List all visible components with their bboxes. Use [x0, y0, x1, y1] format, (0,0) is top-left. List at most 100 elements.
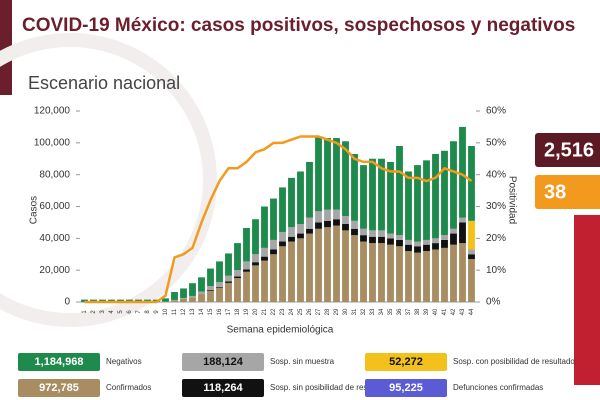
x-tick-label: 8 [145, 310, 151, 314]
bar-segment [207, 286, 214, 291]
legend-total: 52,272 [389, 356, 423, 368]
bar-segment [441, 150, 448, 236]
bar-segment [333, 219, 340, 226]
bar-segment [369, 243, 376, 302]
legend-total: 972,785 [39, 382, 79, 394]
bar-segment [270, 239, 277, 250]
side-panel [535, 133, 600, 167]
accent-strip [0, 0, 12, 95]
x-tick-label: 37 [406, 308, 412, 315]
bar-segment [387, 244, 394, 302]
bar-segment [468, 146, 475, 221]
bar-segment [450, 233, 457, 245]
bar-segment [243, 269, 250, 272]
x-tick-label: 34 [379, 308, 385, 315]
bar-segment [396, 235, 403, 240]
bar-segment [378, 230, 385, 237]
y2-tick-label: 20% [486, 233, 506, 244]
bar-segment [414, 165, 421, 242]
bar-segment [450, 244, 457, 302]
x-tick-label: 1 [82, 310, 88, 314]
y-tick-label: 20,000 [39, 265, 70, 276]
legend-swatch [182, 379, 264, 397]
bar-segment [234, 270, 241, 277]
bar-segment [216, 282, 223, 287]
bar-segment [207, 290, 214, 291]
bar-segment [441, 235, 448, 240]
x-tick-label: 23 [280, 308, 286, 315]
bar-segment [432, 249, 439, 302]
x-tick-label: 19 [244, 308, 250, 315]
bar-segment [414, 246, 421, 253]
legend-swatch [182, 353, 264, 371]
x-tick-label: 18 [235, 308, 241, 315]
x-tick-label: 43 [460, 308, 466, 315]
bar-segment [324, 227, 331, 302]
side-bar [574, 215, 600, 385]
y2-tick-label: 40% [486, 169, 506, 180]
bar-segment [279, 241, 286, 247]
x-tick-label: 7 [136, 310, 142, 314]
bar-segment [396, 239, 403, 247]
x-tick-label: 42 [451, 308, 457, 315]
bar-segment [270, 254, 277, 302]
bar-segment [423, 244, 430, 252]
bar-segment [297, 171, 304, 225]
side-panel-value: 2,516 [544, 139, 594, 161]
legend-swatch [18, 379, 100, 397]
chart-title: COVID-19 México: casos positivos, sospec… [22, 15, 575, 36]
bar-segment [252, 262, 259, 266]
bar-segment [270, 198, 277, 240]
legend-total: 188,124 [203, 356, 244, 368]
bar-segment [306, 228, 313, 234]
x-tick-label: 38 [415, 308, 421, 315]
x-tick-label: 30 [343, 308, 349, 315]
bar-segment [198, 291, 205, 295]
bar-segment [270, 249, 277, 255]
x-tick-label: 21 [262, 308, 268, 315]
bar-segment [234, 278, 241, 302]
bar-segment [360, 228, 367, 236]
bar-segment [441, 239, 448, 248]
bar-segment [297, 224, 304, 234]
bar-segment [225, 253, 232, 276]
bar-segment [360, 241, 367, 302]
bar-segment [198, 277, 205, 292]
bar-segment [234, 243, 241, 271]
bar-segment [216, 261, 223, 283]
bar-segment [279, 187, 286, 232]
bar-segment [288, 177, 295, 228]
y2-tick-label: 10% [486, 265, 506, 276]
x-tick-label: 9 [154, 310, 160, 314]
bar-segment [423, 251, 430, 302]
x-tick-label: 14 [199, 308, 205, 315]
x-tick-label: 5 [118, 310, 124, 314]
bar-segment [342, 224, 349, 231]
bar-segment [468, 249, 475, 255]
bar-segment [252, 219, 259, 255]
bar-segment [171, 300, 178, 302]
x-tick-label: 26 [307, 308, 313, 315]
bar-segment [306, 161, 313, 218]
bar-segment [405, 171, 412, 240]
bar-segment [324, 138, 331, 210]
y2-tick-label: 60% [486, 106, 506, 117]
bar-segment [171, 291, 178, 300]
bar-segment [279, 246, 286, 302]
bar-segment [432, 153, 439, 239]
bar-segment [396, 246, 403, 302]
bar-segment [243, 261, 250, 270]
bar-segment [405, 239, 412, 245]
bar-segment [333, 138, 340, 210]
bar-segment [225, 282, 232, 302]
bar-segment [342, 230, 349, 302]
bar-segment [306, 233, 313, 302]
x-tick-label: 36 [397, 308, 403, 315]
bar-segment [252, 254, 259, 263]
bar-segment [279, 231, 286, 242]
legend-name: Confirmados [106, 383, 151, 392]
bar-segment [216, 286, 223, 288]
bar-segment [459, 126, 466, 218]
bar-segment [261, 256, 268, 261]
